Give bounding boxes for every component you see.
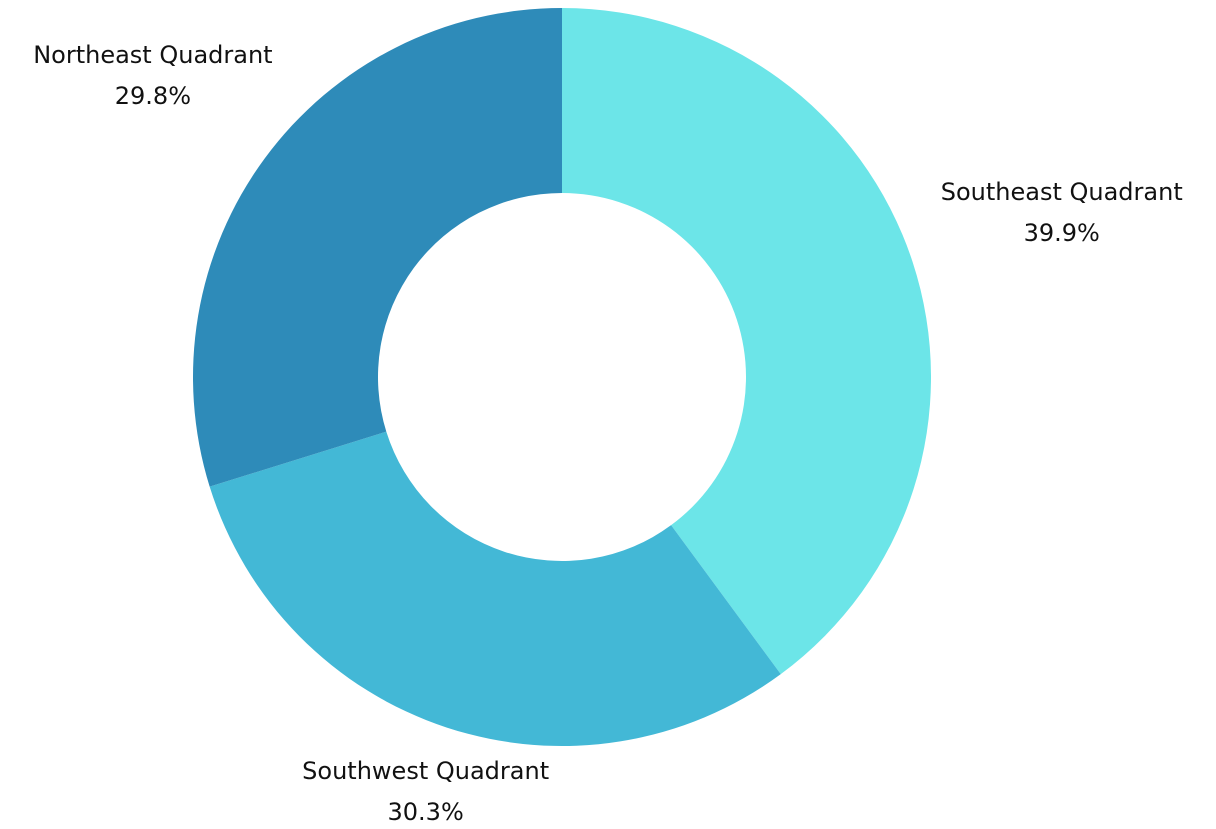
slice-value-label: 29.8% — [115, 82, 191, 110]
slice-label: Southwest Quadrant — [302, 757, 549, 785]
donut-slice — [209, 431, 781, 747]
donut-slice — [562, 8, 932, 675]
slice-value-label: 30.3% — [388, 798, 464, 826]
slice-label: Southeast Quadrant — [941, 178, 1183, 206]
donut-slice — [193, 8, 563, 487]
slice-label: Northeast Quadrant — [33, 41, 272, 69]
slice-value-label: 39.9% — [1024, 219, 1100, 247]
